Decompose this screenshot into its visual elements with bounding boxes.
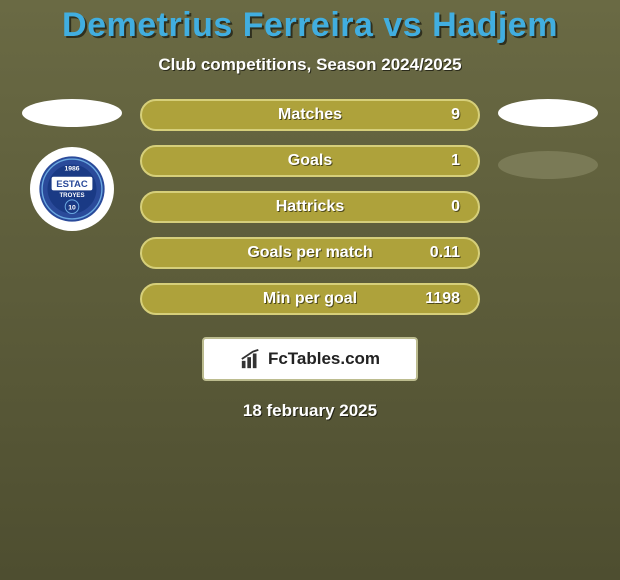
estac-logo-icon: 1986 ESTAC TROYES 10: [38, 155, 106, 223]
club-badge-estac: 1986 ESTAC TROYES 10: [30, 147, 114, 231]
stat-value: 0: [451, 198, 460, 216]
content-root: Demetrius Ferreira vs Hadjem Club compet…: [0, 0, 620, 580]
stat-label: Goals: [142, 152, 478, 170]
stat-row: Goals per match0.11: [140, 237, 480, 269]
stat-label: Goals per match: [142, 244, 478, 262]
left-column: 1986 ESTAC TROYES 10: [22, 99, 122, 231]
main-row: 1986 ESTAC TROYES 10 Matches9Goals1Hattr…: [0, 99, 620, 315]
stat-value: 1198: [425, 290, 460, 308]
left-player-ellipse: [22, 99, 122, 127]
stat-row: Min per goal1198: [140, 283, 480, 315]
stat-value: 0.11: [430, 244, 460, 262]
stat-label: Hattricks: [142, 198, 478, 216]
subtitle: Club competitions, Season 2024/2025: [158, 55, 461, 75]
badge-year: 1986: [64, 166, 79, 173]
brand-box: FcTables.com: [202, 337, 418, 381]
stat-row: Matches9: [140, 99, 480, 131]
stat-row: Hattricks0: [140, 191, 480, 223]
badge-main: ESTAC: [56, 179, 88, 190]
stats-table: Matches9Goals1Hattricks0Goals per match0…: [140, 99, 480, 315]
stat-row: Goals1: [140, 145, 480, 177]
right-player-ellipse-bottom: [498, 151, 598, 179]
right-column: [498, 99, 598, 179]
stat-value: 1: [451, 152, 460, 170]
page-title: Demetrius Ferreira vs Hadjem: [62, 6, 558, 45]
badge-sub: TROYES: [59, 192, 84, 199]
badge-num: 10: [68, 204, 76, 211]
brand-text: FcTables.com: [268, 349, 380, 369]
right-player-ellipse-top: [498, 99, 598, 127]
stat-value: 9: [451, 106, 460, 124]
stat-label: Matches: [142, 106, 478, 124]
chart-icon: [240, 348, 262, 370]
date-text: 18 february 2025: [243, 401, 377, 421]
